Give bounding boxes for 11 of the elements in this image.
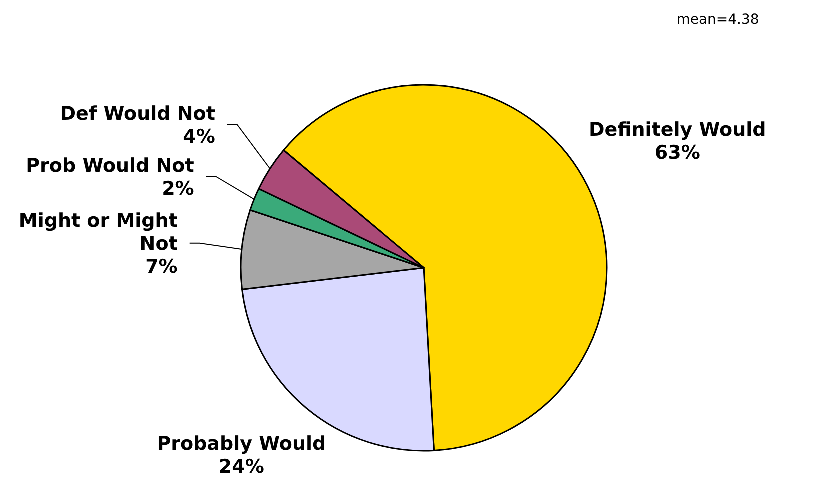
data-label: 4% — [183, 126, 216, 148]
data-label: 7% — [146, 256, 178, 278]
data-label: 2% — [162, 178, 194, 200]
slice-label: Prob Would Not — [26, 154, 194, 177]
data-label: 63% — [654, 142, 700, 164]
slice-label: Might or Might Not — [18, 210, 178, 255]
slice-label: Def Would Not — [60, 102, 216, 125]
text: mean=4.38 — [676, 12, 760, 28]
slice-label: Definitely Would — [589, 118, 766, 141]
slice-label: Probably Would — [157, 433, 326, 455]
data-label: 24% — [218, 456, 264, 478]
